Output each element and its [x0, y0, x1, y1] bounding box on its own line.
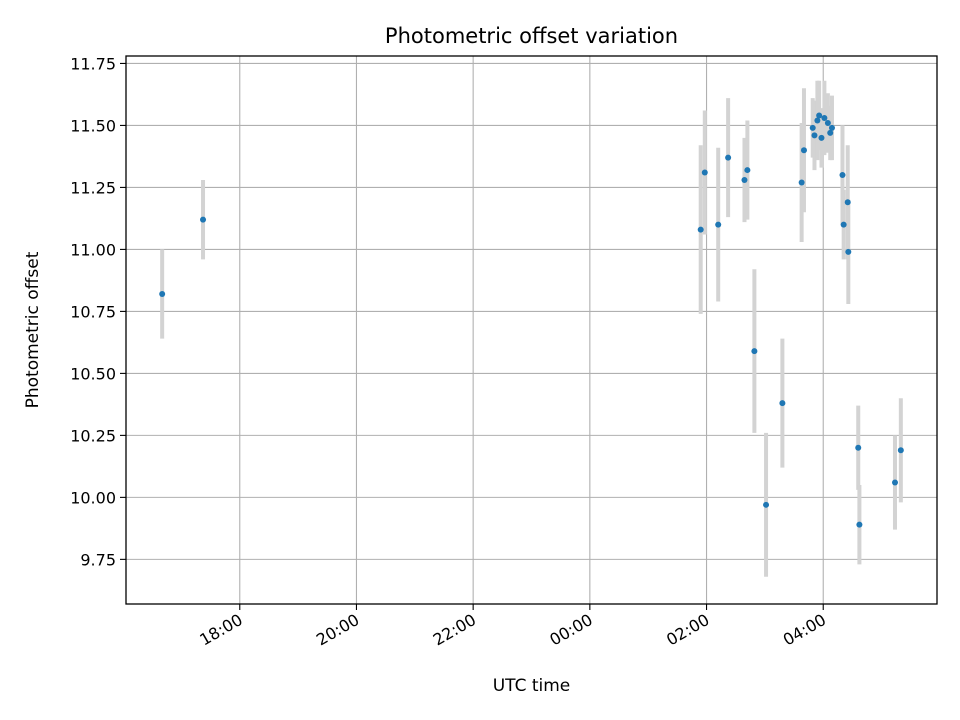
data-point	[798, 179, 805, 186]
y-tick-label: 10.00	[70, 488, 116, 507]
y-tick-label: 11.50	[70, 116, 116, 135]
data-point	[697, 226, 704, 233]
y-axis-ticks: 9.75 10.00 10.25 10.50 10.75 11.00 11.25 11.50 1…	[70, 54, 126, 569]
data-point	[741, 176, 748, 183]
data-point	[844, 199, 851, 206]
data-point	[855, 444, 862, 451]
data-point	[821, 114, 828, 121]
data-point	[701, 169, 708, 176]
data-points	[159, 112, 904, 528]
y-tick-label: 10.50	[70, 364, 116, 383]
data-point	[824, 119, 831, 126]
y-tick-label: 10.25	[70, 426, 116, 445]
data-point	[159, 291, 166, 298]
x-axis-label: UTC time	[493, 676, 571, 696]
data-point	[840, 221, 847, 228]
grid	[126, 56, 937, 604]
data-point	[839, 172, 846, 179]
data-point	[800, 147, 807, 154]
y-tick-label: 9.75	[80, 550, 116, 569]
chart-title: Photometric offset variation	[385, 24, 678, 48]
data-point	[845, 248, 852, 255]
data-point	[751, 348, 758, 355]
data-point	[856, 521, 863, 528]
data-point	[827, 129, 834, 136]
data-point	[725, 154, 732, 161]
data-point	[763, 501, 770, 508]
data-point	[744, 167, 751, 174]
y-tick-label: 11.75	[70, 54, 116, 73]
y-tick-label: 11.00	[70, 240, 116, 259]
data-point	[814, 117, 821, 124]
data-point	[897, 447, 904, 454]
data-point	[818, 134, 825, 141]
data-point	[891, 479, 898, 486]
axes-frame	[125, 55, 938, 605]
data-point	[809, 124, 816, 131]
data-point	[816, 112, 823, 119]
data-point	[200, 216, 207, 223]
y-tick-label: 10.75	[70, 302, 116, 321]
y-tick-label: 11.25	[70, 178, 116, 197]
data-point	[811, 132, 818, 139]
data-point	[715, 221, 722, 228]
data-point	[828, 124, 835, 131]
data-point	[779, 400, 786, 407]
y-axis-label: Photometric offset	[23, 251, 43, 408]
